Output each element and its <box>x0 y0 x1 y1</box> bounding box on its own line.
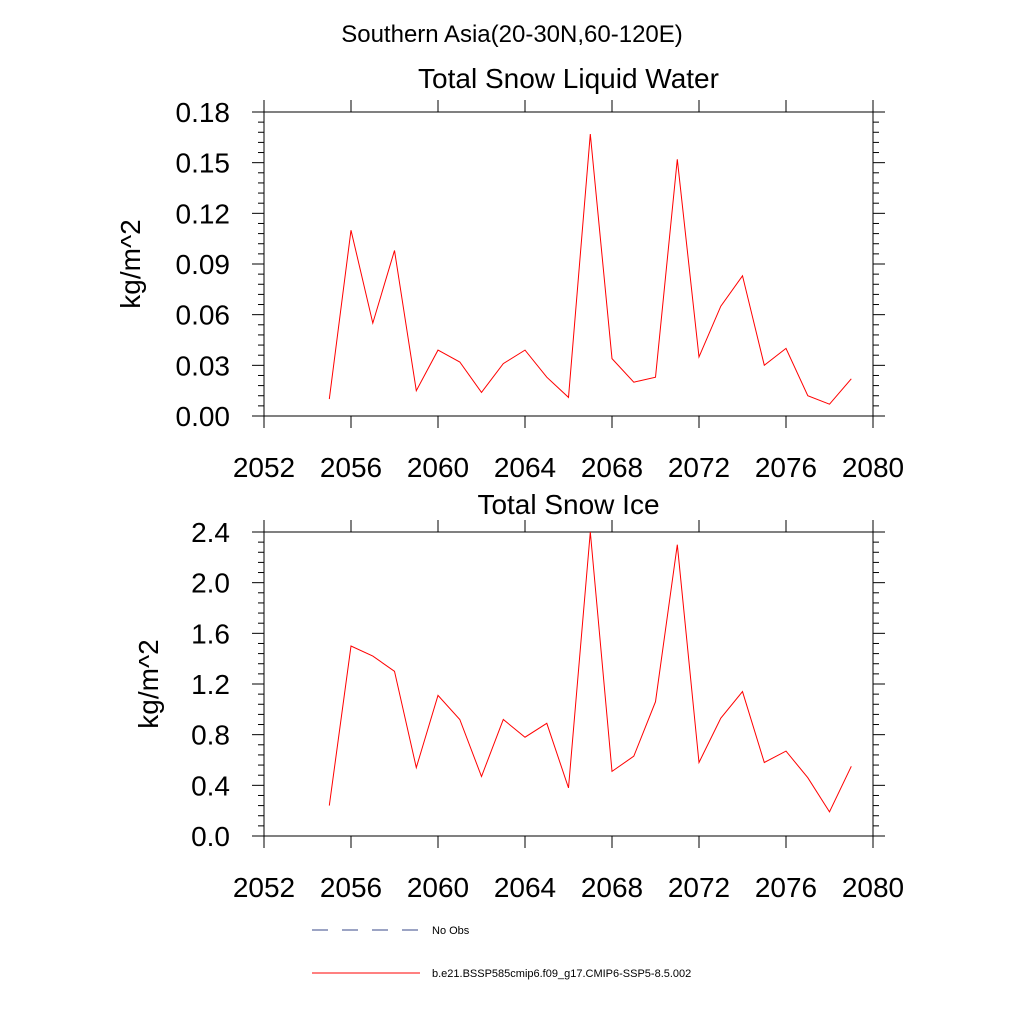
y-tick-label: 0.00 <box>176 401 231 432</box>
y-tick-label: 0.4 <box>191 770 230 801</box>
legend-label-1: b.e21.BSSP585cmip6.f09_g17.CMIP6-SSP5-8.… <box>432 968 691 980</box>
y-tick-label: 0.15 <box>176 148 231 179</box>
y-tick-label: 2.4 <box>191 517 230 548</box>
x-tick-label: 2060 <box>407 452 469 483</box>
x-tick-label: 2080 <box>842 452 904 483</box>
y-tick-label: 0.12 <box>176 198 231 229</box>
panel-title: Total Snow Ice <box>477 489 659 520</box>
y-tick-label: 2.0 <box>191 568 230 599</box>
x-tick-label: 2076 <box>755 872 817 903</box>
y-tick-label: 1.2 <box>191 669 230 700</box>
x-tick-label: 2068 <box>581 452 643 483</box>
x-tick-label: 2072 <box>668 872 730 903</box>
y-tick-label: 0.03 <box>176 350 231 381</box>
panel-snow-ice: Total Snow Ice kg/m^2 2052 2056 2060 2064 2068… <box>133 489 904 903</box>
legend-label-0: No Obs <box>432 925 470 937</box>
x-tick-label: 2060 <box>407 872 469 903</box>
y-axis-label: kg/m^2 <box>115 219 146 308</box>
x-tick-label: 2072 <box>668 452 730 483</box>
panel-snow-liquid-water: Total Snow Liquid Water kg/m^2 2052 2056 206… <box>115 63 904 483</box>
x-tick-label: 2056 <box>320 452 382 483</box>
page-title: Southern Asia(20-30N,60-120E) <box>341 21 683 48</box>
series-line-0 <box>328 133 852 405</box>
x-tick-label: 2052 <box>233 452 295 483</box>
x-tick-label: 2080 <box>842 872 904 903</box>
y-tick-label: 0.8 <box>191 720 230 751</box>
series-line-0 <box>328 531 852 813</box>
x-tick-label: 2068 <box>581 872 643 903</box>
plot-frame <box>263 531 874 837</box>
x-tick-label: 2076 <box>755 452 817 483</box>
y-axis-label: kg/m^2 <box>133 639 164 728</box>
x-tick-label: 2056 <box>320 872 382 903</box>
x-tick-label: 2064 <box>494 872 556 903</box>
y-tick-label: 1.6 <box>191 618 230 649</box>
x-tick-label: 2064 <box>494 452 556 483</box>
y-tick-label: 0.06 <box>176 300 231 331</box>
y-tick-label: 0.09 <box>176 249 231 280</box>
plot-frame <box>263 111 874 417</box>
y-tick-label: 0.18 <box>176 97 231 128</box>
y-tick-label: 0.0 <box>191 821 230 852</box>
legend: No Obs b.e21.BSSP585cmip6.f09_g17.CMIP6-S… <box>312 925 691 980</box>
panel-title: Total Snow Liquid Water <box>418 63 719 94</box>
x-tick-label: 2052 <box>233 872 295 903</box>
